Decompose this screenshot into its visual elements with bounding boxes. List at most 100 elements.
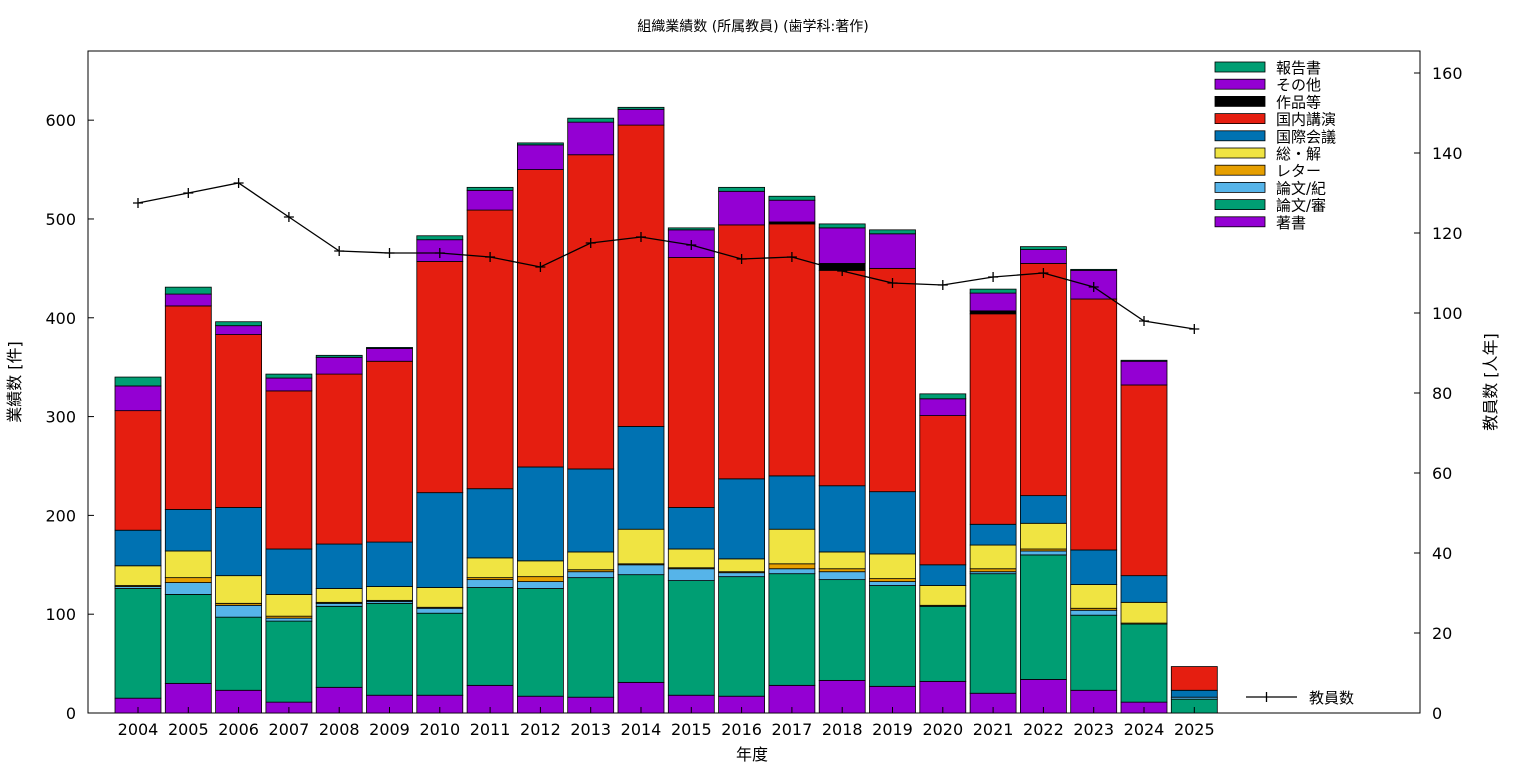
bar-segment bbox=[818, 571, 866, 581]
bar-segment bbox=[164, 293, 212, 307]
bar-segment bbox=[114, 529, 162, 567]
bar-segment bbox=[416, 607, 464, 614]
legend-label: 国内講演 bbox=[1276, 111, 1336, 129]
bar-segment bbox=[366, 347, 413, 349]
bar-segment bbox=[567, 121, 615, 156]
bar-segment bbox=[869, 233, 916, 269]
bar-segment bbox=[718, 190, 765, 226]
bar-segment bbox=[667, 257, 715, 508]
bar-segment bbox=[567, 571, 615, 579]
bar-segment bbox=[265, 617, 313, 622]
bar-segment bbox=[818, 227, 866, 264]
bar-segment bbox=[919, 605, 967, 682]
bar-segment bbox=[265, 373, 313, 379]
bar-segment bbox=[1120, 575, 1168, 603]
x-tick-label: 2022 bbox=[1023, 720, 1064, 739]
bar-segment bbox=[517, 588, 564, 697]
x-tick-label: 2006 bbox=[218, 720, 259, 739]
bar-segment bbox=[1070, 549, 1118, 585]
bar-segment bbox=[517, 581, 564, 589]
bar-segment bbox=[617, 108, 665, 126]
bar-segment bbox=[366, 586, 413, 601]
teacher-count-point bbox=[485, 252, 496, 262]
bar-segment bbox=[919, 398, 967, 416]
x-tick-label: 2020 bbox=[922, 720, 963, 739]
x-tick-label: 2004 bbox=[118, 720, 159, 739]
y2-tick-label: 140 bbox=[1432, 144, 1463, 163]
bar-segment bbox=[517, 144, 564, 170]
bar-segment bbox=[265, 620, 313, 703]
y2-tick-label: 0 bbox=[1432, 704, 1442, 723]
bar-segment bbox=[969, 568, 1017, 573]
bar-segment bbox=[667, 580, 715, 696]
x-tick-label: 2009 bbox=[369, 720, 410, 739]
legend-label: 国際会議 bbox=[1276, 128, 1336, 146]
x-tick-label: 2021 bbox=[973, 720, 1014, 739]
bar-segment bbox=[718, 186, 765, 192]
bar-segment bbox=[1120, 360, 1168, 386]
bar-segment bbox=[265, 594, 313, 617]
bar-segment bbox=[114, 565, 162, 586]
bar-segment bbox=[517, 142, 564, 146]
bar-segment bbox=[1170, 666, 1218, 691]
bar-segment bbox=[315, 602, 363, 607]
bar-segment bbox=[1120, 623, 1168, 703]
bar-segment bbox=[416, 587, 464, 608]
bar-segment bbox=[1020, 263, 1067, 497]
bar-segment bbox=[1020, 522, 1067, 550]
bar-segment bbox=[315, 356, 363, 375]
bar-segment bbox=[366, 602, 413, 696]
legend-label: 論文/審 bbox=[1276, 197, 1326, 215]
bar-segment bbox=[869, 553, 916, 580]
x-tick-label: 2012 bbox=[520, 720, 561, 739]
bar-segment bbox=[517, 560, 564, 578]
bar-segment bbox=[215, 321, 263, 327]
bar-segment bbox=[567, 468, 615, 553]
bar-segment bbox=[718, 478, 765, 560]
bar-segment bbox=[567, 154, 615, 470]
bar-segment bbox=[215, 334, 263, 508]
bar-segment bbox=[1020, 246, 1067, 250]
x-axis-label: 年度 bbox=[736, 745, 768, 764]
bar-segment bbox=[718, 576, 765, 697]
bar-segment bbox=[617, 426, 665, 530]
legend-swatch bbox=[1214, 130, 1266, 142]
bar-segment bbox=[1020, 495, 1067, 524]
y-axis-label: 業績数 [件] bbox=[5, 341, 24, 423]
bar-segment bbox=[164, 550, 212, 579]
legend-label: その他 bbox=[1276, 76, 1321, 94]
legend-swatch bbox=[1214, 199, 1266, 211]
bar-segment bbox=[969, 288, 1017, 294]
bar-segment bbox=[1120, 384, 1168, 577]
bar-segment bbox=[818, 551, 866, 570]
bar-segment bbox=[315, 588, 363, 603]
bar-segment bbox=[869, 267, 916, 493]
bar-segment bbox=[215, 325, 263, 335]
bar-segment bbox=[1070, 268, 1118, 271]
bar-segment bbox=[969, 310, 1017, 315]
bar-segment bbox=[366, 348, 413, 362]
teacher-count-point bbox=[1189, 324, 1200, 334]
bar-segment bbox=[1070, 298, 1118, 551]
x-tick-label: 2013 bbox=[570, 720, 611, 739]
bar-segment bbox=[567, 577, 615, 698]
bar-segment bbox=[366, 360, 413, 543]
chart-title: 組織業績数 (所属教員) (歯学科:著作) bbox=[637, 19, 869, 35]
bar-segment bbox=[164, 286, 212, 295]
teacher-count-point bbox=[585, 238, 596, 248]
bar-segment bbox=[215, 616, 263, 691]
x-tick-label: 2016 bbox=[721, 720, 762, 739]
bar-segment bbox=[466, 557, 514, 579]
x-tick-label: 2010 bbox=[419, 720, 460, 739]
bar-segment bbox=[919, 585, 967, 606]
bar-segment bbox=[869, 578, 916, 582]
bar-segment bbox=[164, 305, 212, 510]
bar-segment bbox=[114, 376, 162, 387]
teacher-count-point bbox=[937, 280, 948, 290]
x-tick-label: 2025 bbox=[1174, 720, 1215, 739]
legend-swatch bbox=[1214, 181, 1266, 193]
teacher-count-point bbox=[1088, 282, 1099, 292]
legend-swatch bbox=[1214, 78, 1266, 90]
bar-segment bbox=[869, 581, 916, 586]
